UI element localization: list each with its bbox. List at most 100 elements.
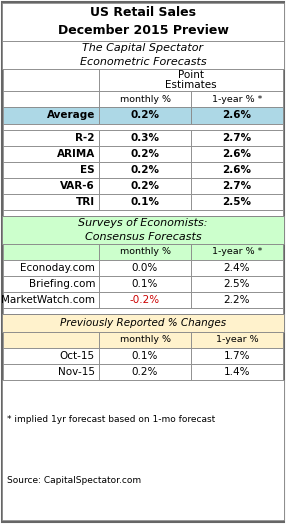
Text: ARIMA: ARIMA	[57, 149, 95, 159]
Text: 0.2%: 0.2%	[130, 165, 160, 175]
Text: 1.7%: 1.7%	[224, 351, 250, 361]
Bar	[3, 244, 99, 260]
Text: 0.2%: 0.2%	[130, 111, 160, 121]
Bar	[99, 146, 191, 162]
Bar	[2, 380, 284, 520]
Text: US Retail Sales: US Retail Sales	[90, 6, 196, 19]
Text: 0.1%: 0.1%	[132, 351, 158, 361]
Text: -0.2%: -0.2%	[130, 295, 160, 305]
Bar	[2, 3, 284, 41]
Text: 2.6%: 2.6%	[223, 165, 251, 175]
Text: Consensus Forecasts: Consensus Forecasts	[85, 232, 201, 242]
Bar	[99, 107, 191, 124]
Text: Nov-15: Nov-15	[58, 367, 95, 377]
Text: 2.5%: 2.5%	[224, 279, 250, 289]
Text: 1-year %: 1-year %	[216, 335, 258, 344]
Bar	[99, 292, 191, 308]
Bar	[99, 91, 191, 107]
Bar	[99, 244, 191, 260]
Bar	[99, 348, 191, 364]
Bar	[3, 364, 99, 380]
Bar	[191, 292, 283, 308]
Text: 0.2%: 0.2%	[130, 149, 160, 159]
Bar	[3, 91, 99, 107]
Bar	[3, 178, 99, 194]
Bar	[191, 276, 283, 292]
Bar	[191, 194, 283, 210]
Text: * implied 1yr forecast based on 1-mo forecast: * implied 1yr forecast based on 1-mo for…	[7, 414, 215, 424]
Text: The Capital Spectator: The Capital Spectator	[82, 43, 204, 53]
Text: Briefing.com: Briefing.com	[29, 279, 95, 289]
Text: 2.7%: 2.7%	[223, 133, 252, 143]
Text: 2.5%: 2.5%	[223, 197, 251, 207]
Text: TRI: TRI	[76, 197, 95, 207]
Bar	[191, 244, 283, 260]
Bar	[191, 91, 283, 107]
Text: Econoday.com: Econoday.com	[20, 263, 95, 273]
Bar	[3, 210, 283, 216]
Text: 2.4%: 2.4%	[224, 263, 250, 273]
Text: 0.3%: 0.3%	[130, 133, 160, 143]
Text: Source: CapitalSpectator.com: Source: CapitalSpectator.com	[7, 476, 141, 485]
Bar	[2, 314, 284, 332]
Text: R-2: R-2	[76, 133, 95, 143]
Bar	[2, 41, 284, 69]
Text: 0.0%: 0.0%	[132, 263, 158, 273]
Bar	[3, 332, 99, 348]
Bar	[99, 69, 283, 91]
Text: 2.2%: 2.2%	[224, 295, 250, 305]
Bar	[191, 332, 283, 348]
Bar	[3, 308, 283, 314]
Bar	[99, 332, 191, 348]
Bar	[99, 364, 191, 380]
Bar	[2, 216, 284, 244]
Bar	[3, 348, 99, 364]
Bar	[191, 260, 283, 276]
Text: Average: Average	[47, 111, 95, 121]
Bar	[99, 276, 191, 292]
Text: 1.4%: 1.4%	[224, 367, 250, 377]
Bar	[3, 276, 99, 292]
Bar	[3, 124, 283, 130]
Text: Point: Point	[178, 70, 204, 80]
Bar	[191, 146, 283, 162]
Bar	[3, 69, 99, 91]
Bar	[3, 107, 99, 124]
Text: 1-year % *: 1-year % *	[212, 247, 262, 257]
Text: 2.6%: 2.6%	[223, 149, 251, 159]
Text: VAR-6: VAR-6	[60, 181, 95, 191]
Text: ES: ES	[80, 165, 95, 175]
Bar	[99, 130, 191, 146]
Text: 0.2%: 0.2%	[130, 181, 160, 191]
Text: Surveys of Economists:: Surveys of Economists:	[78, 218, 208, 228]
Text: 2.7%: 2.7%	[223, 181, 252, 191]
Bar	[99, 162, 191, 178]
Bar	[99, 194, 191, 210]
Bar	[3, 194, 99, 210]
Bar	[99, 178, 191, 194]
Text: December 2015 Preview: December 2015 Preview	[57, 24, 229, 37]
Bar	[191, 162, 283, 178]
Text: 0.1%: 0.1%	[130, 197, 160, 207]
Text: monthly %: monthly %	[120, 335, 170, 344]
Text: monthly %: monthly %	[120, 247, 170, 257]
Text: MarketWatch.com: MarketWatch.com	[1, 295, 95, 305]
Text: Econometric Forecasts: Econometric Forecasts	[80, 57, 206, 67]
Bar	[191, 107, 283, 124]
Bar	[3, 130, 99, 146]
Bar	[191, 348, 283, 364]
Bar	[3, 162, 99, 178]
Text: 0.2%: 0.2%	[132, 367, 158, 377]
Text: Oct-15: Oct-15	[60, 351, 95, 361]
Bar	[3, 146, 99, 162]
Text: 2.6%: 2.6%	[223, 111, 251, 121]
Bar	[99, 260, 191, 276]
Bar	[191, 178, 283, 194]
Bar	[191, 130, 283, 146]
Text: 1-year % *: 1-year % *	[212, 94, 262, 104]
Text: Estimates: Estimates	[165, 80, 217, 90]
Text: 0.1%: 0.1%	[132, 279, 158, 289]
Text: monthly %: monthly %	[120, 94, 170, 104]
Bar	[191, 364, 283, 380]
Bar	[3, 292, 99, 308]
